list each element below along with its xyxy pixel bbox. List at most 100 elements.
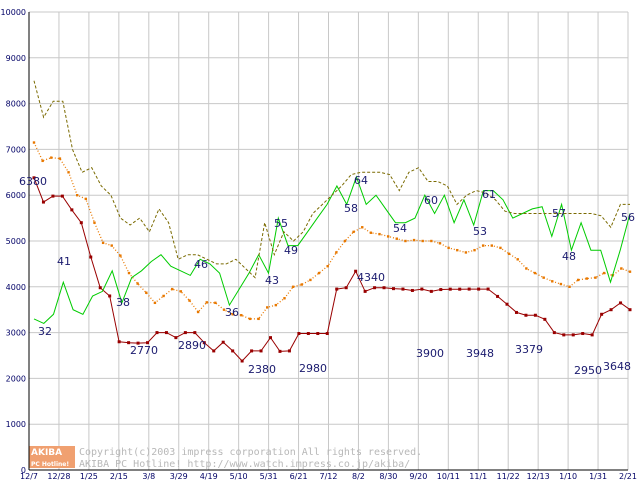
y-tick-label: 2000 [6,374,26,383]
value-label: 2380 [248,363,276,376]
data-point-lowest [202,341,206,345]
data-point-average [490,244,493,247]
x-tick-label: 6/21 [290,472,308,480]
data-point-average [101,241,105,245]
data-point-lowest [543,317,547,321]
data-point-lowest [108,294,112,298]
value-label: 57 [552,207,566,220]
value-label: 56 [621,211,635,224]
value-label: 3379 [515,343,543,356]
data-point-lowest [306,332,310,336]
data-point-lowest [221,340,225,344]
data-point-lowest [514,310,518,314]
data-point-average [551,280,554,283]
value-label: 3648 [603,360,631,373]
x-tick-label: 1/10 [559,472,577,480]
x-tick-label: 1/31 [589,472,607,480]
data-point-lowest [164,331,168,335]
data-point-average [171,287,174,291]
data-point-lowest [581,332,585,336]
data-point-average [283,297,286,300]
data-point-average [438,242,442,245]
data-point-lowest [609,308,613,312]
data-point-lowest [562,333,566,337]
data-point-lowest [619,301,623,305]
data-point-lowest [51,194,55,198]
data-point-average [179,290,183,293]
data-point-average [378,232,381,236]
series-line-average [33,142,631,320]
data-point-lowest [316,332,320,336]
value-label: 48 [562,250,576,263]
data-point-lowest [373,286,377,290]
value-label: 32 [38,325,52,338]
data-point-lowest [354,269,358,273]
data-point-average [386,235,390,238]
data-point-average [274,303,278,307]
data-point-lowest [325,332,329,336]
data-point-average [343,239,347,243]
value-label: 2770 [130,344,158,357]
data-point-average [222,308,226,311]
x-tick-label: 11/1 [469,472,487,480]
data-point-average [240,313,243,317]
data-point-average [32,141,36,144]
data-point-lowest [117,340,121,344]
value-label: 53 [473,225,487,238]
data-point-average [516,258,519,261]
data-point-average [542,276,545,279]
data-point-average [127,271,131,275]
data-point-lowest [183,331,187,335]
data-point-average [93,221,96,224]
data-point-lowest [533,313,537,317]
y-tick-label: 0 [21,466,26,475]
x-tick-label: 2/21 [619,472,637,480]
data-point-lowest [60,194,64,198]
x-tick-label: 8/30 [379,472,397,480]
value-label: 49 [284,244,298,257]
value-label: 64 [354,174,368,187]
data-point-lowest [231,349,235,353]
data-point-average [84,197,88,201]
data-point-average [559,282,563,286]
data-point-average [67,171,70,174]
data-point-lowest [98,286,102,290]
x-tick-label: 1/25 [80,472,98,480]
x-tick-label: 3/29 [170,472,188,480]
data-point-average [533,271,537,275]
data-point-average [75,194,79,197]
y-tick-label: 9000 [6,54,26,63]
data-point-average [231,313,234,316]
data-point-lowest [287,349,291,353]
data-point-average [602,271,606,275]
data-point-average [291,285,295,288]
value-label: 38 [116,296,130,309]
data-point-lowest [590,333,594,337]
data-point-lowest [174,336,178,340]
data-point-average [136,282,139,285]
data-point-lowest [297,332,301,336]
y-tick-label: 10000 [1,8,26,17]
data-point-lowest [32,176,36,180]
data-point-average [309,278,312,282]
data-point-average [248,317,252,321]
data-point-lowest [467,287,471,291]
y-tick-label: 8000 [6,100,26,109]
data-point-average [576,278,580,282]
data-point-lowest [477,287,481,291]
value-label: 41 [57,255,71,268]
data-point-average [430,239,433,243]
data-point-lowest [335,287,339,291]
value-label: 61 [482,188,496,201]
value-labels: 6380 41 32 38 2770 2890 46 36 2380 43 55 49 2980 58 64… [19,174,635,377]
grid [28,11,629,471]
value-label: 46 [194,258,208,271]
copyright-line: Copyright(c)2003 impress corporation All… [79,447,422,458]
x-tick-label: 9/20 [409,472,427,480]
data-point-lowest [524,313,528,317]
data-point-lowest [193,331,197,335]
x-tick-label: 12/13 [527,472,550,480]
x-tick-label: 5/10 [230,472,248,480]
data-point-average [473,248,476,252]
data-point-lowest [600,312,604,316]
